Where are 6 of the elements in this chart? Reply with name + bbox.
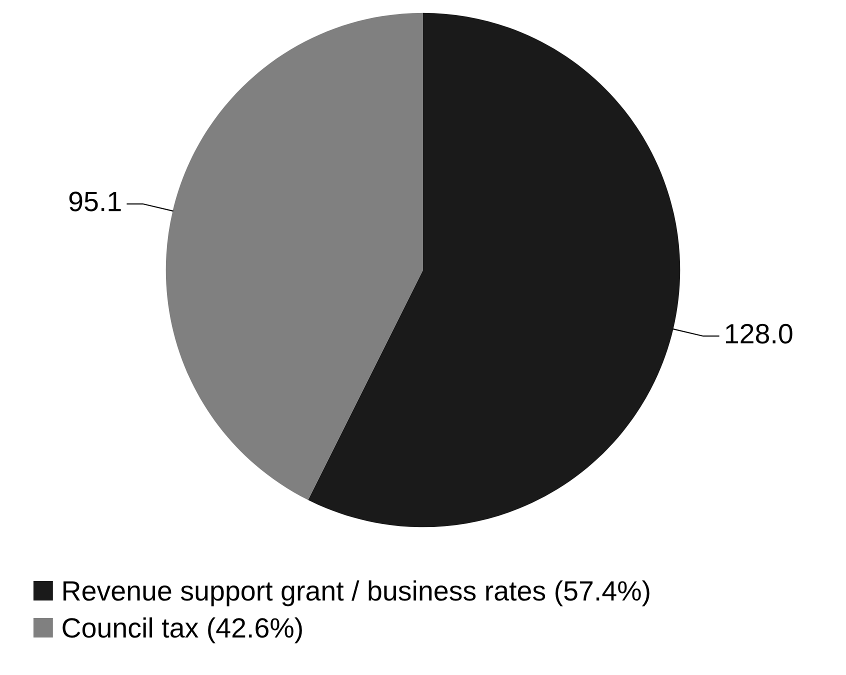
data-label: 95.1 [69, 192, 121, 212]
pie-slice [166, 12, 423, 500]
legend-label: Revenue support grant / business rates (57.4%) [64, 580, 650, 606]
pie-slice [308, 12, 680, 528]
legend-label: Council tax (42.6%) [62, 617, 302, 644]
data-label: 128.0 [726, 324, 792, 344]
